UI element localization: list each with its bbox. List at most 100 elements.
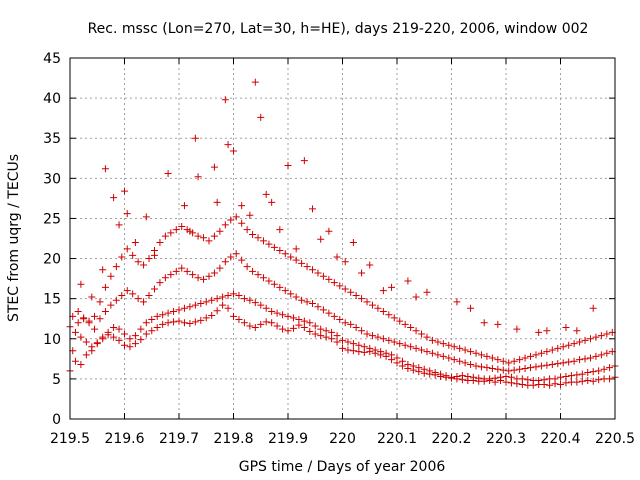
x-tick-label: 219.6 — [104, 431, 144, 447]
data-point — [597, 351, 605, 359]
data-point — [240, 319, 248, 327]
data-point — [232, 250, 240, 258]
data-point — [311, 330, 319, 338]
x-axis-label: GPS time / Days of year 2006 — [239, 459, 446, 475]
data-point — [205, 272, 213, 280]
data-point — [150, 285, 158, 293]
data-point — [311, 322, 319, 330]
data-point — [499, 357, 507, 365]
data-point — [355, 341, 363, 349]
data-point — [159, 320, 167, 328]
data-point — [488, 354, 496, 362]
data-point — [262, 318, 270, 326]
data-point — [273, 309, 281, 317]
data-point — [240, 295, 248, 303]
data-point — [379, 335, 387, 343]
data-point — [213, 307, 221, 315]
data-point — [317, 325, 325, 333]
data-point — [396, 317, 404, 325]
data-point — [499, 366, 507, 374]
data-point — [445, 354, 453, 362]
data-point — [148, 327, 156, 335]
data-point — [251, 78, 259, 86]
data-point — [200, 275, 208, 283]
data-point — [363, 330, 371, 338]
data-point — [477, 351, 485, 359]
data-point — [270, 243, 278, 251]
data-point — [123, 210, 131, 218]
data-point — [450, 356, 458, 364]
data-point — [170, 308, 178, 316]
data-point — [559, 359, 567, 367]
data-point — [543, 361, 551, 369]
data-point — [142, 330, 150, 338]
data-point — [423, 348, 431, 356]
data-point — [306, 328, 314, 336]
data-point — [570, 340, 578, 348]
data-point — [216, 227, 224, 235]
data-point — [412, 344, 420, 352]
data-point — [131, 332, 139, 340]
data-point — [494, 356, 502, 364]
data-point — [445, 341, 453, 349]
data-point — [194, 173, 202, 181]
data-point — [183, 267, 191, 275]
data-point — [88, 293, 96, 301]
data-point — [298, 259, 306, 267]
data-point — [178, 222, 186, 230]
data-point — [88, 347, 96, 355]
data-point — [289, 324, 297, 332]
data-point — [423, 333, 431, 341]
data-point — [140, 298, 148, 306]
data-point — [358, 295, 366, 303]
data-point — [232, 213, 240, 221]
data-point — [325, 275, 333, 283]
x-tick-label: 220.5 — [595, 431, 635, 447]
data-point — [483, 352, 491, 360]
data-point — [259, 274, 267, 282]
data-point — [281, 250, 289, 258]
data-point — [461, 359, 469, 367]
data-point — [540, 376, 548, 384]
data-point — [333, 253, 341, 261]
data-point — [281, 287, 289, 295]
x-tick-label: 219.8 — [213, 431, 253, 447]
data-point — [480, 319, 488, 327]
data-point — [96, 298, 104, 306]
data-point — [268, 198, 276, 206]
y-tick-label: 5 — [52, 372, 61, 388]
data-point — [251, 324, 259, 332]
data-point — [273, 322, 281, 330]
data-point — [366, 261, 374, 269]
data-point — [216, 264, 224, 272]
data-point — [279, 311, 287, 319]
data-point — [328, 328, 336, 336]
data-point — [194, 274, 202, 282]
data-point — [123, 287, 131, 295]
data-point — [518, 375, 526, 383]
data-point — [71, 328, 79, 336]
data-point — [235, 316, 243, 324]
data-point — [99, 266, 107, 274]
data-point — [221, 96, 229, 104]
data-point — [284, 312, 292, 320]
data-point — [562, 379, 570, 387]
data-point — [300, 317, 308, 325]
data-point — [589, 377, 597, 385]
data-point — [153, 324, 161, 332]
data-point — [194, 232, 202, 240]
data-point — [467, 304, 475, 312]
data-point — [164, 170, 172, 178]
data-point — [238, 202, 246, 210]
data-point — [439, 352, 447, 360]
data-point — [243, 263, 251, 271]
data-point — [592, 333, 600, 341]
data-point — [398, 357, 406, 365]
data-point — [388, 351, 396, 359]
data-point — [257, 113, 265, 121]
data-point — [565, 358, 573, 366]
data-point — [355, 348, 363, 356]
x-tick-label: 220 — [329, 431, 356, 447]
data-point — [453, 372, 461, 380]
data-point — [279, 325, 287, 333]
